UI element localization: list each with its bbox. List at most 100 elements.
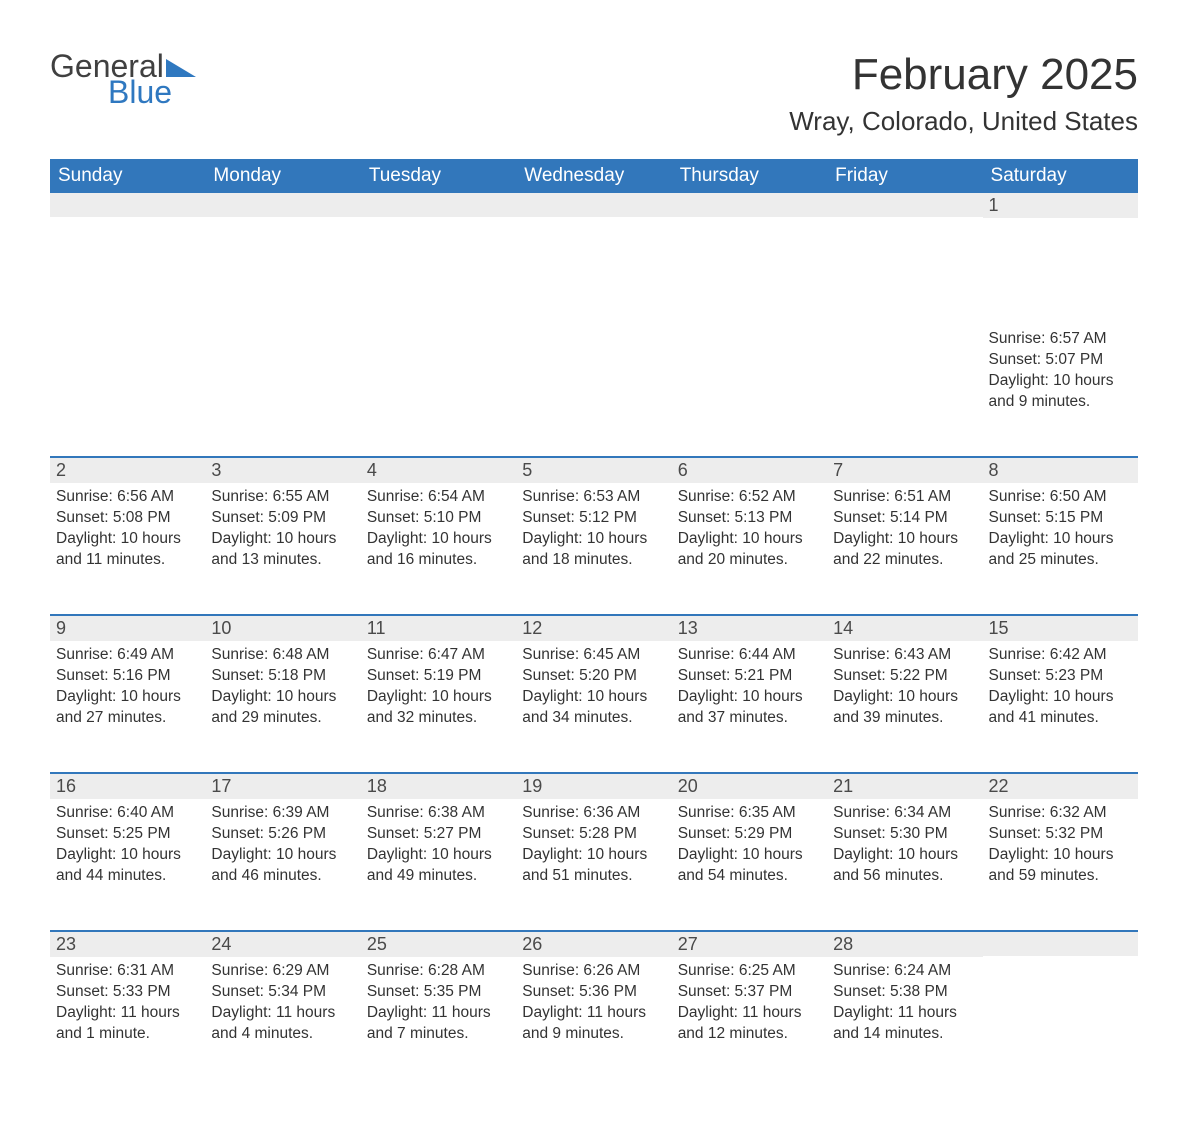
daylight-text: Daylight: 10 hours and 9 minutes.	[989, 371, 1132, 413]
sunrise-text: Sunrise: 6:34 AM	[833, 803, 976, 824]
day-content	[361, 325, 516, 345]
sunset-text: Sunset: 5:21 PM	[678, 666, 821, 687]
day-cell: Sunrise: 6:25 AMSunset: 5:37 PMDaylight:…	[672, 957, 827, 1089]
sunset-text: Sunset: 5:20 PM	[522, 666, 665, 687]
day-number-cell	[516, 193, 671, 325]
day-content: Sunrise: 6:57 AMSunset: 5:07 PMDaylight:…	[983, 325, 1138, 429]
week-content-row: Sunrise: 6:49 AMSunset: 5:16 PMDaylight:…	[50, 641, 1138, 773]
day-cell	[205, 325, 360, 457]
day-number: 2	[50, 458, 205, 483]
day-content: Sunrise: 6:29 AMSunset: 5:34 PMDaylight:…	[205, 957, 360, 1061]
day-content: Sunrise: 6:32 AMSunset: 5:32 PMDaylight:…	[983, 799, 1138, 903]
daylight-text: Daylight: 11 hours and 9 minutes.	[522, 1003, 665, 1045]
day-number-cell: 6	[672, 457, 827, 483]
sunrise-text: Sunrise: 6:53 AM	[522, 487, 665, 508]
sunrise-text: Sunrise: 6:24 AM	[833, 961, 976, 982]
day-number	[516, 193, 671, 217]
sunrise-text: Sunrise: 6:47 AM	[367, 645, 510, 666]
week-content-row: Sunrise: 6:31 AMSunset: 5:33 PMDaylight:…	[50, 957, 1138, 1089]
day-cell: Sunrise: 6:29 AMSunset: 5:34 PMDaylight:…	[205, 957, 360, 1089]
day-content: Sunrise: 6:50 AMSunset: 5:15 PMDaylight:…	[983, 483, 1138, 587]
daylight-text: Daylight: 10 hours and 13 minutes.	[211, 529, 354, 571]
sunset-text: Sunset: 5:18 PM	[211, 666, 354, 687]
logo: General Blue	[50, 50, 196, 108]
day-number-cell: 22	[983, 773, 1138, 799]
calendar-head: SundayMondayTuesdayWednesdayThursdayFrid…	[50, 159, 1138, 193]
daylight-text: Daylight: 10 hours and 39 minutes.	[833, 687, 976, 729]
sunset-text: Sunset: 5:34 PM	[211, 982, 354, 1003]
sunrise-text: Sunrise: 6:32 AM	[989, 803, 1132, 824]
day-cell: Sunrise: 6:36 AMSunset: 5:28 PMDaylight:…	[516, 799, 671, 931]
location-text: Wray, Colorado, United States	[789, 106, 1138, 137]
day-header: Sunday	[50, 159, 205, 193]
day-number-cell: 17	[205, 773, 360, 799]
day-content: Sunrise: 6:26 AMSunset: 5:36 PMDaylight:…	[516, 957, 671, 1061]
sunset-text: Sunset: 5:27 PM	[367, 824, 510, 845]
day-number: 5	[516, 458, 671, 483]
day-content: Sunrise: 6:35 AMSunset: 5:29 PMDaylight:…	[672, 799, 827, 903]
day-content: Sunrise: 6:24 AMSunset: 5:38 PMDaylight:…	[827, 957, 982, 1061]
day-number-cell: 11	[361, 615, 516, 641]
sunrise-text: Sunrise: 6:36 AM	[522, 803, 665, 824]
day-number: 1	[983, 193, 1138, 218]
day-number-cell: 9	[50, 615, 205, 641]
sunrise-text: Sunrise: 6:57 AM	[989, 329, 1132, 350]
day-number-cell: 27	[672, 931, 827, 957]
day-number: 16	[50, 774, 205, 799]
daylight-text: Daylight: 10 hours and 46 minutes.	[211, 845, 354, 887]
day-content: Sunrise: 6:55 AMSunset: 5:09 PMDaylight:…	[205, 483, 360, 587]
sunrise-text: Sunrise: 6:49 AM	[56, 645, 199, 666]
day-content: Sunrise: 6:52 AMSunset: 5:13 PMDaylight:…	[672, 483, 827, 587]
day-cell: Sunrise: 6:49 AMSunset: 5:16 PMDaylight:…	[50, 641, 205, 773]
day-content: Sunrise: 6:39 AMSunset: 5:26 PMDaylight:…	[205, 799, 360, 903]
day-number-cell: 8	[983, 457, 1138, 483]
week-daynum-row: 2345678	[50, 457, 1138, 483]
day-content: Sunrise: 6:53 AMSunset: 5:12 PMDaylight:…	[516, 483, 671, 587]
day-cell	[361, 325, 516, 457]
day-content: Sunrise: 6:31 AMSunset: 5:33 PMDaylight:…	[50, 957, 205, 1061]
day-number: 13	[672, 616, 827, 641]
day-cell	[983, 957, 1138, 1089]
sunrise-text: Sunrise: 6:48 AM	[211, 645, 354, 666]
day-number: 25	[361, 932, 516, 957]
daylight-text: Daylight: 10 hours and 29 minutes.	[211, 687, 354, 729]
day-cell: Sunrise: 6:45 AMSunset: 5:20 PMDaylight:…	[516, 641, 671, 773]
sunset-text: Sunset: 5:15 PM	[989, 508, 1132, 529]
day-number: 20	[672, 774, 827, 799]
sunrise-text: Sunrise: 6:25 AM	[678, 961, 821, 982]
day-number-cell: 28	[827, 931, 982, 957]
day-cell: Sunrise: 6:28 AMSunset: 5:35 PMDaylight:…	[361, 957, 516, 1089]
day-number	[983, 932, 1138, 956]
day-header: Friday	[827, 159, 982, 193]
day-cell: Sunrise: 6:42 AMSunset: 5:23 PMDaylight:…	[983, 641, 1138, 773]
sunset-text: Sunset: 5:32 PM	[989, 824, 1132, 845]
day-number-cell: 16	[50, 773, 205, 799]
page-header: General Blue February 2025 Wray, Colorad…	[50, 50, 1138, 151]
day-header-row: SundayMondayTuesdayWednesdayThursdayFrid…	[50, 159, 1138, 193]
logo-word2: Blue	[108, 76, 196, 108]
day-number	[672, 193, 827, 217]
day-number-cell: 7	[827, 457, 982, 483]
daylight-text: Daylight: 10 hours and 25 minutes.	[989, 529, 1132, 571]
day-content: Sunrise: 6:56 AMSunset: 5:08 PMDaylight:…	[50, 483, 205, 587]
daylight-text: Daylight: 10 hours and 34 minutes.	[522, 687, 665, 729]
day-number-cell	[672, 193, 827, 325]
day-content: Sunrise: 6:40 AMSunset: 5:25 PMDaylight:…	[50, 799, 205, 903]
day-number-cell: 20	[672, 773, 827, 799]
sunrise-text: Sunrise: 6:45 AM	[522, 645, 665, 666]
day-cell: Sunrise: 6:39 AMSunset: 5:26 PMDaylight:…	[205, 799, 360, 931]
day-cell: Sunrise: 6:26 AMSunset: 5:36 PMDaylight:…	[516, 957, 671, 1089]
sunrise-text: Sunrise: 6:50 AM	[989, 487, 1132, 508]
day-content: Sunrise: 6:28 AMSunset: 5:35 PMDaylight:…	[361, 957, 516, 1061]
day-cell: Sunrise: 6:55 AMSunset: 5:09 PMDaylight:…	[205, 483, 360, 615]
day-cell	[827, 325, 982, 457]
day-number	[827, 193, 982, 217]
day-number: 18	[361, 774, 516, 799]
day-number: 23	[50, 932, 205, 957]
sunrise-text: Sunrise: 6:40 AM	[56, 803, 199, 824]
day-cell	[516, 325, 671, 457]
sunset-text: Sunset: 5:23 PM	[989, 666, 1132, 687]
daylight-text: Daylight: 10 hours and 18 minutes.	[522, 529, 665, 571]
day-cell: Sunrise: 6:52 AMSunset: 5:13 PMDaylight:…	[672, 483, 827, 615]
day-content: Sunrise: 6:42 AMSunset: 5:23 PMDaylight:…	[983, 641, 1138, 745]
